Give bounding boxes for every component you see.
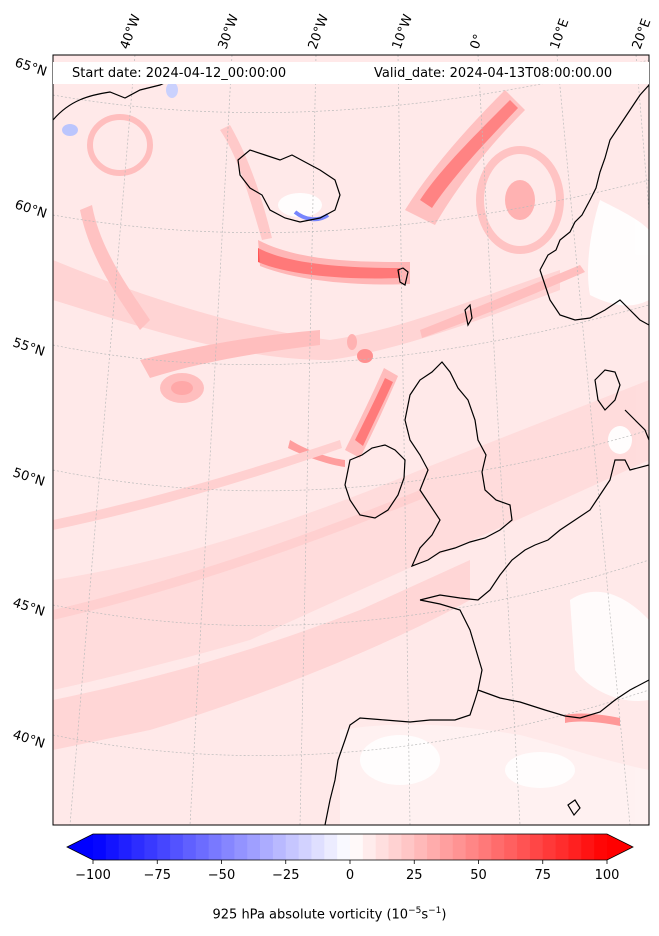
colorbar-cell xyxy=(375,834,389,860)
colorbar-cell xyxy=(285,834,299,860)
iceland-coast xyxy=(237,149,341,223)
colorbar-cell xyxy=(272,834,287,860)
lon-label: 20°W xyxy=(306,12,332,51)
colorbar-cell xyxy=(260,834,274,860)
coastlines xyxy=(53,69,649,825)
valid-date: Valid_date: 2024-04-13T08:00:00.00 xyxy=(374,66,613,81)
scandinavia-coast xyxy=(539,269,649,326)
colorbar-label: 925 hPa absolute vorticity (10−5s−1) xyxy=(0,906,659,922)
colorbar-label-prefix: 925 hPa absolute vorticity (10 xyxy=(212,907,409,923)
colorbar-tick-label: −25 xyxy=(272,868,299,883)
colorbar-cell xyxy=(182,834,197,860)
colorbar-tick-label: −75 xyxy=(144,868,171,883)
colorbar-cell xyxy=(144,834,158,860)
colorbar-label-exp2: −1 xyxy=(428,906,442,916)
ireland-coast xyxy=(344,444,406,519)
colorbar-cell xyxy=(465,834,479,860)
colorbar-ticks: −100 −75 −50 −25 0 25 50 75 100 xyxy=(75,860,619,883)
colorbar-tick-label: 0 xyxy=(346,868,354,883)
colorbar-cell xyxy=(452,834,467,860)
colorbar-tick-label: 50 xyxy=(470,868,487,883)
colorbar-cell xyxy=(324,834,338,860)
colorbar-cell xyxy=(388,834,402,860)
colorbar-cell xyxy=(221,834,235,860)
colorbar-cell xyxy=(478,834,492,860)
europe-coast xyxy=(419,459,649,601)
map-frame xyxy=(52,54,650,826)
colorbar: −100 −75 −50 −25 0 25 50 75 100 xyxy=(66,833,634,883)
lat-label: 45°N xyxy=(11,596,47,620)
colorbar-cell xyxy=(234,834,248,860)
lon-labels: 40°W 30°W 20°W 10°W 0° 10°E 20°E xyxy=(118,12,655,51)
colorbar-cell xyxy=(568,834,582,860)
colorbar-tick-label: 25 xyxy=(406,868,423,883)
norway-coast xyxy=(539,84,649,271)
colorbar-cell xyxy=(298,834,312,860)
colorbar-cell xyxy=(594,834,608,860)
colorbar-cell xyxy=(337,834,351,860)
colorbar-cell xyxy=(131,834,145,860)
colorbar-cell xyxy=(105,834,120,860)
colorbar-cell xyxy=(157,834,171,860)
colorbar-label-mid: s xyxy=(421,907,429,923)
colorbar-tick-label: −100 xyxy=(75,868,111,883)
colorbar-cell xyxy=(491,834,505,860)
colorbar-cells xyxy=(93,834,608,860)
colorbar-cell xyxy=(118,834,132,860)
colorbar-extend-low xyxy=(67,834,93,860)
colorbar-cell xyxy=(93,834,107,860)
colorbar-cell xyxy=(208,834,222,860)
lon-label: 40°W xyxy=(118,12,144,51)
lon-label: 0° xyxy=(468,32,487,51)
colorbar-cell xyxy=(439,834,454,860)
colorbar-cell xyxy=(517,834,531,860)
colorbar-tick-label: 75 xyxy=(534,868,551,883)
graticule xyxy=(53,55,649,825)
header-band xyxy=(53,62,649,84)
colorbar-cell xyxy=(195,834,210,860)
iberia-coast xyxy=(324,599,483,825)
baltic-coast xyxy=(624,409,649,441)
colorbar-cell xyxy=(170,834,184,860)
colorbar-cell xyxy=(504,834,518,860)
britain-coast xyxy=(404,361,513,568)
map-panel xyxy=(53,55,649,825)
med-coast xyxy=(477,679,649,719)
lat-label: 65°N xyxy=(13,56,49,80)
greenland-coast xyxy=(53,69,179,121)
faroe-shetland xyxy=(397,267,473,327)
lat-labels: 65°N 60°N 55°N 50°N 45°N 40°N xyxy=(11,56,49,752)
colorbar-cell xyxy=(555,834,569,860)
colorbar-tick-label: 100 xyxy=(595,868,620,883)
denmark-coast xyxy=(594,369,621,411)
colorbar-cell xyxy=(401,834,415,860)
colorbar-label-suffix: ) xyxy=(441,907,447,923)
colorbar-cell xyxy=(350,834,364,860)
vorticity-field xyxy=(53,82,649,825)
colorbar-extend-high xyxy=(607,834,633,860)
lat-label: 50°N xyxy=(11,466,47,490)
colorbar-cell xyxy=(427,834,441,860)
colorbar-tick-label: −50 xyxy=(208,868,235,883)
lon-label: 30°W xyxy=(216,12,242,51)
colorbar-cell xyxy=(311,834,325,860)
lon-label: 20°E xyxy=(630,17,655,52)
colorbar-cell xyxy=(581,834,595,860)
lat-label: 60°N xyxy=(13,198,49,222)
start-date: Start date: 2024-04-12_00:00:00 xyxy=(72,66,287,81)
lat-label: 55°N xyxy=(11,336,47,360)
colorbar-cell xyxy=(529,834,544,860)
lat-label: 40°N xyxy=(11,728,47,752)
lon-label: 10°W xyxy=(390,12,416,51)
colorbar-cell xyxy=(414,834,428,860)
colorbar-cell xyxy=(247,834,261,860)
colorbar-cell xyxy=(542,834,556,860)
corsica-sardinia xyxy=(567,799,581,817)
lon-label: 10°E xyxy=(548,17,573,52)
colorbar-label-exp1: −5 xyxy=(408,906,422,916)
colorbar-cell xyxy=(362,834,377,860)
